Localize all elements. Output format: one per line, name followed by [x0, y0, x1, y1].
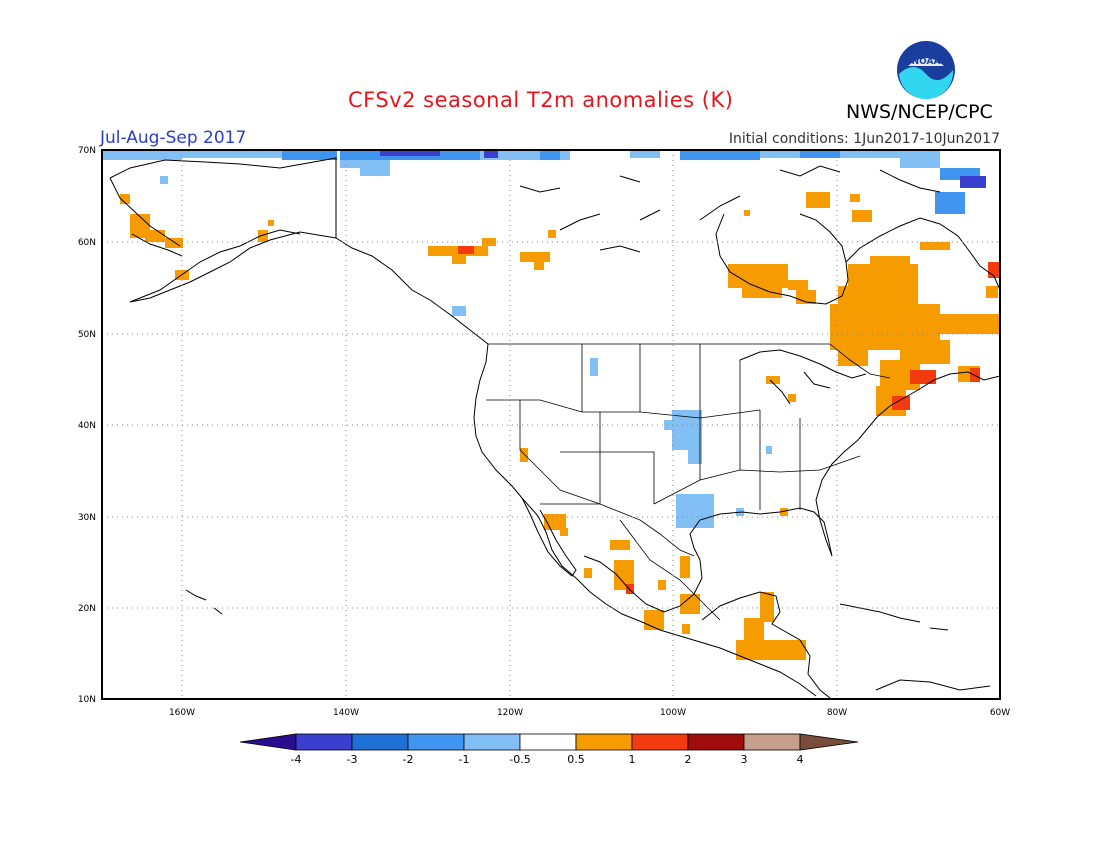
colorbar: [239, 733, 859, 751]
colorbar-label: -2: [403, 753, 414, 766]
colorbar-segment-2: [351, 733, 409, 751]
longitude-labels: 160W 140W 120W 100W 80W 60W: [169, 708, 1010, 718]
colorbar-segment-gt-4: [799, 733, 859, 751]
agency-label: NWS/NCEP/CPC: [846, 101, 993, 123]
colorbar-segment-1: [295, 733, 353, 751]
colorbar-label: -1: [459, 753, 470, 766]
lon-label-60w: 60W: [990, 708, 1010, 718]
lat-label-60n: 60N: [78, 238, 96, 248]
season-label: Jul-Aug-Sep 2017: [100, 128, 247, 148]
colorbar-label: 1: [629, 753, 636, 766]
colorbar-label: -0.5: [509, 753, 530, 766]
map-frame: [101, 149, 1001, 700]
colorbar-label: -3: [347, 753, 358, 766]
colorbar-segment-3: [407, 733, 465, 751]
latitude-labels: 70N 60N 50N 40N 30N 20N 10N: [78, 146, 96, 705]
lat-label-20n: 20N: [78, 604, 96, 614]
lat-label-30n: 30N: [78, 513, 96, 523]
colorbar-segment-9: [743, 733, 801, 751]
colorbar-label: -4: [291, 753, 302, 766]
colorbar-segment-4: [463, 733, 521, 751]
lat-label-70n: 70N: [78, 146, 96, 156]
political-borders: [486, 343, 891, 621]
colorbar-label: 4: [797, 753, 804, 766]
lat-label-50n: 50N: [78, 330, 96, 340]
anomaly-fill: [102, 150, 1000, 660]
colorbar-segment-lt-4: [239, 733, 297, 751]
lon-label-140w: 140W: [333, 708, 359, 718]
colorbar-label: 2: [685, 753, 692, 766]
lon-label-100w: 100W: [660, 708, 686, 718]
initial-conditions-label: Initial conditions: 1Jun2017-10Jun2017: [728, 131, 1000, 147]
map-title: CFSv2 seasonal T2m anomalies (K): [348, 88, 734, 112]
noaa-logo-text: NOAA: [912, 57, 941, 67]
colorbar-segment-6: [575, 733, 633, 751]
colorbar-label: 3: [741, 753, 748, 766]
lat-label-10n: 10N: [78, 695, 96, 705]
colorbar-labels: -4 -3 -2 -1 -0.5 0.5 1 2 3 4: [291, 753, 804, 766]
coastlines: [109, 157, 1001, 699]
colorbar-segment-5: [519, 733, 577, 751]
lon-label-160w: 160W: [169, 708, 195, 718]
lat-label-40n: 40N: [78, 421, 96, 431]
lon-label-80w: 80W: [827, 708, 847, 718]
noaa-logo: NOAA: [897, 41, 955, 100]
lon-label-120w: 120W: [497, 708, 523, 718]
colorbar-segment-8: [687, 733, 745, 751]
colorbar-segment-7: [631, 733, 689, 751]
colorbar-label: 0.5: [567, 753, 585, 766]
